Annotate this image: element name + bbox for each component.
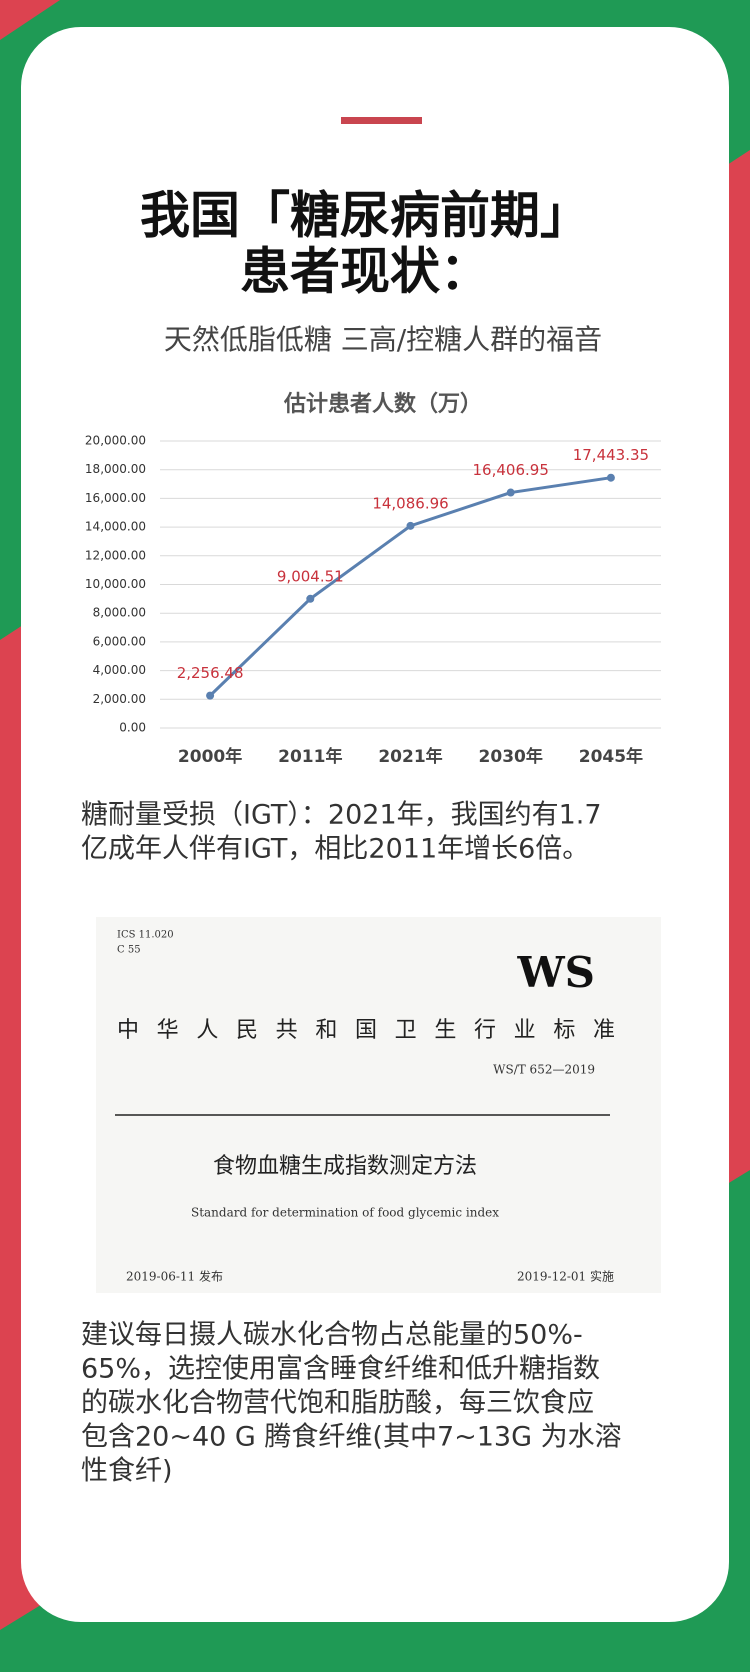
doc-org: 中华人民共和国卫生行业标准 [117, 1018, 615, 1043]
point [306, 594, 315, 603]
chart-title: 估计患者人数（万） [283, 391, 482, 417]
paragraph-line: 性食纤) [81, 1456, 173, 1487]
data-label: 9,004.51 [277, 567, 344, 585]
y-tick-label: 12,000.00 [85, 548, 146, 562]
doc-code: C 55 [117, 945, 141, 956]
y-tick-label: 6,000.00 [93, 634, 146, 648]
paragraph-line: 65%，选控使用富含睡食纤维和低升糖指数 [81, 1354, 600, 1385]
paragraph-line: 的碳水化合物营代饱和脂肪酸，每三饮食应 [81, 1388, 594, 1419]
paragraph-line: 亿成年人伴有IGT，相比2011年增长6倍。 [81, 834, 589, 865]
paragraph: 糖耐量受损（IGT）：2021年，我国约有1.7亿成年人伴有IGT，相比2011… [81, 800, 602, 865]
bg-red-corner [0, 0, 60, 40]
chart: 估计患者人数（万） 0.00 2,000.00 4,000.00 6,000.00 8,… [85, 391, 661, 767]
doc-title-en: Standard for determination of food glyce… [191, 1206, 499, 1220]
y-tick-label: 2,000.00 [93, 692, 146, 706]
y-tick-label: 4,000.00 [93, 663, 146, 677]
title-line: 我国「糖尿病前期」 [140, 187, 590, 245]
doc-number: WS/T 652—2019 [493, 1063, 595, 1077]
document-image: ICS 11.020 C 55 WS 中华人民共和国卫生行业标准 WS/T 65… [96, 917, 661, 1293]
subtitle: 天然低脂低糖 三高/控糖人群的福音 [164, 323, 602, 356]
x-tick-label: 2011年 [278, 746, 342, 767]
doc-logo: WS [517, 948, 596, 997]
x-tick-label: 2045年 [579, 746, 643, 767]
data-label: 17,443.35 [573, 446, 649, 464]
point [506, 488, 515, 497]
y-tick-label: 14,000.00 [85, 520, 146, 534]
paragraph-line: 糖耐量受损（IGT）：2021年，我国约有1.7 [81, 800, 602, 831]
doc-published: 2019-06-11 发布 [126, 1269, 223, 1284]
x-tick-label: 2030年 [479, 746, 543, 767]
data-label: 2,256.48 [177, 664, 244, 682]
y-tick-label: 20,000.00 [85, 434, 146, 448]
x-tick-label: 2000年 [178, 746, 242, 767]
y-tick-label: 18,000.00 [85, 462, 146, 476]
paragraph-line: 建议每日摄人碳水化合物占总能量的50%- [81, 1320, 583, 1351]
accent-bar [341, 117, 422, 124]
document-bg [96, 917, 661, 1293]
point [206, 691, 215, 700]
x-tick-label: 2021年 [378, 746, 442, 767]
data-label: 14,086.96 [372, 494, 448, 512]
title-line: 患者现状： [240, 243, 490, 301]
point [406, 521, 415, 530]
paragraph-line: 包含20~40 G 腾食纤维(其中7~13G 为水溶 [81, 1422, 622, 1453]
data-label: 16,406.95 [473, 461, 549, 479]
doc-title: 食物血糖生成指数测定方法 [213, 1154, 477, 1179]
y-tick-label: 16,000.00 [85, 491, 146, 505]
paragraph: 建议每日摄人碳水化合物占总能量的50%-65%，选控使用富含睡食纤维和低升糖指数… [81, 1320, 622, 1487]
y-tick-label: 10,000.00 [85, 577, 146, 591]
doc-implemented: 2019-12-01 实施 [517, 1269, 614, 1284]
y-tick-label: 0.00 [119, 721, 146, 735]
y-tick-label: 8,000.00 [93, 606, 146, 620]
point [606, 473, 615, 482]
doc-ics: ICS 11.020 [117, 930, 174, 941]
